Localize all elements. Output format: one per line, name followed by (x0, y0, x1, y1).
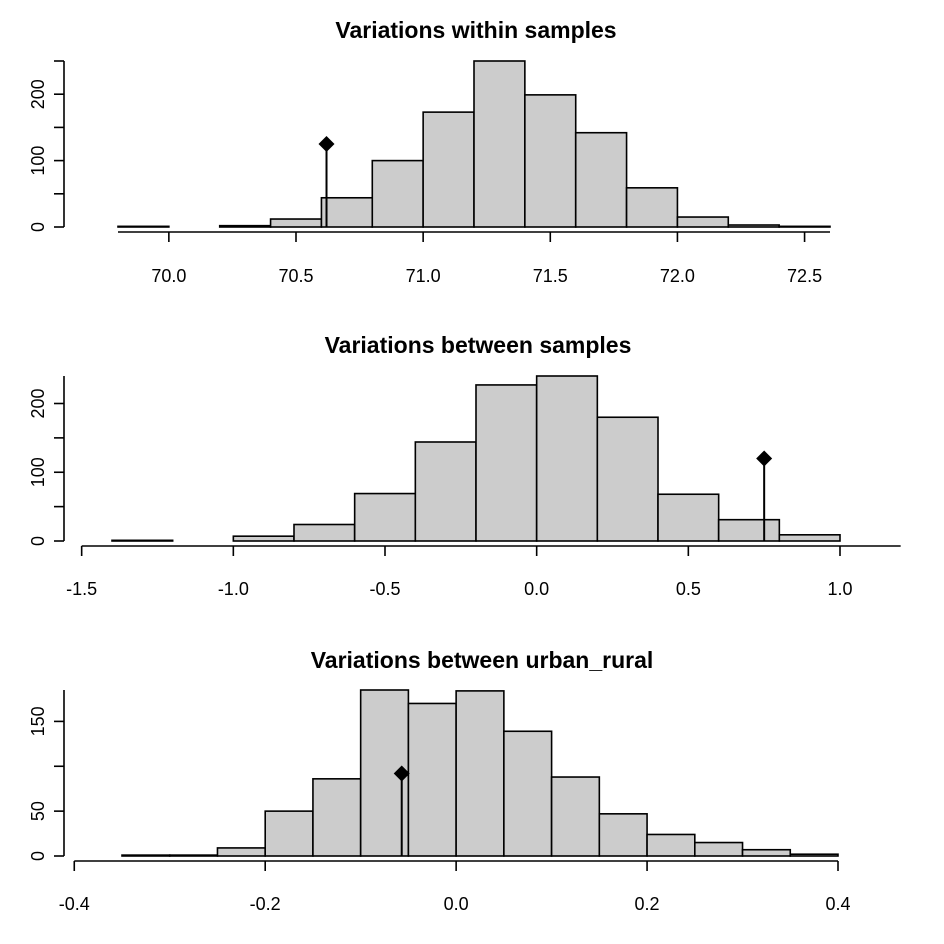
observed-value-marker (756, 450, 773, 467)
x-tick-label: 72.5 (787, 266, 822, 286)
y-tick-label: 150 (28, 706, 48, 736)
histogram-panel-3: Variations between urban_rural -0.4 -0.2 0.… (28, 647, 851, 914)
y-tick-label: 100 (28, 146, 48, 176)
histogram-bar (168, 854, 219, 857)
histogram-bar (232, 535, 295, 542)
x-tick-label: -0.4 (59, 894, 90, 914)
histogram-bar (293, 523, 356, 542)
histogram-bar (596, 416, 659, 542)
y-tick-label: 100 (28, 457, 48, 487)
histogram-bar (218, 224, 272, 228)
x-tick-label: 0.0 (444, 894, 469, 914)
x-tick-label: 71.5 (533, 266, 568, 286)
histogram-bar (111, 539, 174, 542)
histogram-bar (353, 492, 417, 542)
x-tick-label: 0.4 (825, 894, 850, 914)
x-tick-label: 0.5 (676, 579, 701, 599)
histogram-bar (117, 225, 170, 228)
chart-title: Variations between samples (325, 332, 632, 358)
histogram-bar (646, 833, 696, 857)
histogram-bar (524, 94, 577, 228)
y-tick-label: 0 (28, 536, 48, 546)
histogram-bar (789, 853, 839, 857)
histogram-bar (312, 778, 362, 857)
x-tick-label: 0.2 (635, 894, 660, 914)
histogram-bar (371, 159, 424, 228)
x-tick-label: 70.5 (278, 266, 313, 286)
histogram-bar (422, 111, 475, 228)
y-tick-label: 0 (28, 851, 48, 861)
histogram-bar (455, 690, 505, 857)
histogram-bar (264, 810, 314, 857)
histogram-bar (473, 60, 526, 228)
y-tick-label: 0 (28, 222, 48, 232)
histogram-bar (717, 518, 781, 542)
histogram-bar (535, 375, 599, 542)
y-tick-label: 200 (28, 388, 48, 418)
histogram-panel-1: Variations within samples 70.0 70.5 71.0 71.… (28, 17, 831, 286)
histogram-bar (676, 216, 730, 228)
y-tick-label: 200 (28, 79, 48, 109)
histogram-bar (657, 493, 720, 542)
x-tick-label: 1.0 (827, 579, 852, 599)
histogram-bar (778, 225, 831, 228)
histogram-bar (741, 848, 792, 857)
histogram-bar (407, 702, 457, 857)
observed-value-marker (393, 765, 410, 782)
observed-value-marker (318, 136, 335, 152)
histogram-bar (727, 224, 780, 228)
x-tick-label: 70.0 (151, 266, 186, 286)
x-tick-label: 72.0 (660, 266, 695, 286)
x-tick-label: -1.0 (218, 579, 249, 599)
y-tick-label: 50 (28, 801, 48, 821)
chart-title: Variations within samples (335, 17, 616, 43)
histogram-bar (216, 847, 266, 857)
histogram-bar (598, 813, 648, 857)
histogram-panel-2: Variations between samples -1.5 -1.0 -0.5 0.… (28, 332, 901, 599)
histogram-bar (503, 730, 553, 857)
histogram-bar (269, 218, 323, 228)
chart-title: Variations between urban_rural (311, 647, 654, 673)
histogram-bar (693, 841, 744, 857)
histogram-bar (414, 441, 477, 542)
histogram-bar (574, 131, 628, 228)
x-tick-label: 71.0 (406, 266, 441, 286)
histogram-bar (320, 196, 374, 228)
x-tick-label: -1.5 (66, 579, 97, 599)
histogram-bar (475, 384, 538, 542)
histogram-bar (121, 854, 171, 857)
x-tick-label: -0.5 (369, 579, 400, 599)
x-tick-label: -0.2 (250, 894, 281, 914)
histogram-bar (625, 187, 679, 228)
histogram-bar (778, 534, 841, 542)
histogram-bar (550, 776, 601, 857)
x-tick-label: 0.0 (524, 579, 549, 599)
